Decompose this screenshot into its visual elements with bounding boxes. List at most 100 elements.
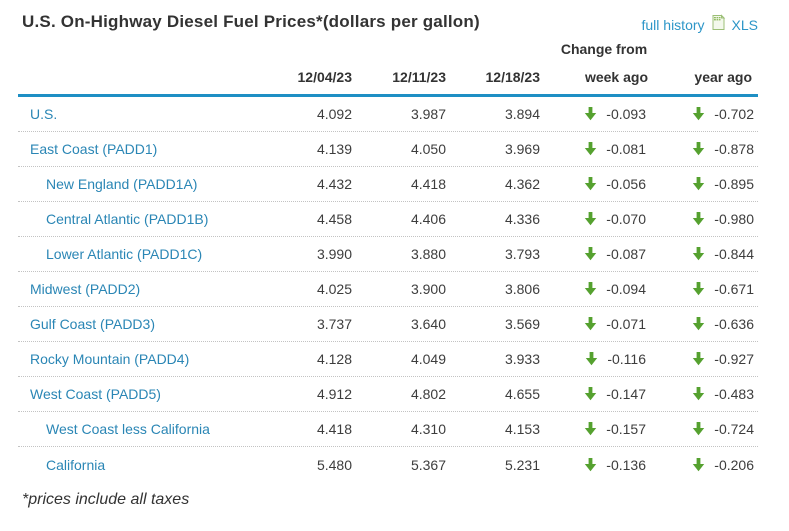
region-label[interactable]: Central Atlantic (PADD1B): [46, 211, 209, 227]
down-arrow-icon: [584, 177, 597, 191]
region-label[interactable]: East Coast (PADD1): [30, 141, 158, 157]
price-value: 3.900: [410, 281, 446, 297]
down-arrow-icon: [692, 457, 705, 472]
down-arrow-icon: [692, 212, 705, 226]
date-column-header: 12/04/23: [297, 69, 353, 85]
price-value: 3.894: [504, 106, 540, 122]
price-value: 5.367: [410, 456, 446, 473]
table-row: California 5.480 5.367 5.231 -0.136 -0.2…: [18, 447, 758, 482]
xls-link[interactable]: XLS: [731, 17, 758, 33]
price-value: 4.153: [504, 421, 540, 437]
region-label[interactable]: New England (PADD1A): [46, 176, 198, 192]
year-change-value: -0.671: [714, 281, 754, 297]
week-change-value: -0.116: [607, 351, 646, 367]
year-change-cell: -0.206: [648, 457, 758, 473]
region-label[interactable]: West Coast less California: [46, 421, 210, 437]
year-change-value: -0.980: [714, 211, 754, 227]
date-column-header: 12/18/23: [485, 69, 541, 85]
column-headers-row: 12/04/23 12/11/23 12/18/23 week ago year…: [18, 57, 758, 97]
year-ago-column-header: year ago: [694, 69, 752, 85]
region-label[interactable]: U.S.: [30, 106, 58, 122]
price-value: 3.933: [504, 351, 540, 367]
price-value: 3.793: [504, 246, 540, 262]
year-change-value: -0.844: [714, 246, 754, 262]
down-arrow-icon: [692, 142, 705, 156]
week-change-cell: -0.071: [540, 316, 648, 332]
year-change-value: -0.702: [714, 106, 754, 122]
price-value: 3.737: [316, 316, 352, 332]
price-value: 4.050: [410, 141, 446, 157]
week-change-value: -0.094: [606, 281, 646, 297]
region-label[interactable]: Rocky Mountain (PADD4): [30, 351, 190, 367]
change-from-header: Change from: [560, 41, 648, 57]
year-change-value: -0.895: [714, 176, 754, 192]
price-value: 5.480: [316, 456, 352, 473]
price-value: 4.912: [316, 386, 352, 402]
down-arrow-icon: [584, 457, 597, 472]
year-change-value: -0.483: [714, 386, 754, 402]
xls-file-icon[interactable]: [711, 14, 726, 36]
price-value: 4.128: [316, 351, 352, 367]
year-change-cell: -0.702: [648, 106, 758, 122]
year-change-cell: -0.671: [648, 281, 758, 297]
region-label[interactable]: Gulf Coast (PADD3): [30, 316, 155, 332]
year-change-cell: -0.483: [648, 386, 758, 402]
table-row: Midwest (PADD2) 4.025 3.900 3.806 -0.094…: [18, 272, 758, 307]
down-arrow-icon: [584, 107, 597, 121]
price-value: 4.432: [316, 176, 352, 192]
week-change-cell: -0.093: [540, 106, 648, 122]
year-change-value: -0.206: [714, 456, 754, 473]
price-value: 4.336: [504, 211, 540, 227]
region-column-header: [18, 69, 268, 85]
week-change-value: -0.093: [606, 106, 646, 122]
down-arrow-icon: [692, 247, 705, 261]
year-change-value: -0.724: [714, 421, 754, 437]
price-value: 4.802: [410, 386, 446, 402]
year-change-cell: -0.895: [648, 176, 758, 192]
down-arrow-icon: [692, 422, 705, 436]
week-change-cell: -0.157: [540, 421, 648, 437]
down-arrow-icon: [585, 352, 598, 366]
down-arrow-icon: [692, 107, 705, 121]
price-value: 3.806: [504, 281, 540, 297]
price-value: 4.418: [316, 421, 352, 437]
price-value: 4.139: [316, 141, 352, 157]
week-change-value: -0.087: [606, 246, 646, 262]
full-history-link[interactable]: full history: [641, 17, 705, 33]
week-change-value: -0.070: [606, 211, 646, 227]
down-arrow-icon: [584, 317, 597, 331]
region-label[interactable]: West Coast (PADD5): [30, 386, 161, 402]
week-change-value: -0.081: [606, 141, 646, 157]
down-arrow-icon: [584, 387, 597, 401]
down-arrow-icon: [692, 352, 705, 366]
price-value: 3.990: [316, 246, 352, 262]
price-value: 5.231: [504, 456, 540, 473]
price-value: 3.569: [504, 316, 540, 332]
price-value: 4.049: [410, 351, 446, 367]
year-change-cell: -0.724: [648, 421, 758, 437]
year-change-value: -0.878: [714, 141, 754, 157]
week-change-value: -0.147: [606, 386, 646, 402]
region-label[interactable]: Midwest (PADD2): [30, 281, 141, 297]
region-label[interactable]: Lower Atlantic (PADD1C): [46, 246, 203, 262]
prices-table: Change from 12/04/23 12/11/23 12/18/23 w…: [18, 36, 758, 482]
table-row: West Coast less California 4.418 4.310 4…: [18, 412, 758, 447]
week-change-cell: -0.147: [540, 386, 648, 402]
table-row: Gulf Coast (PADD3) 3.737 3.640 3.569 -0.…: [18, 307, 758, 342]
price-value: 4.655: [504, 386, 540, 402]
price-value: 4.092: [316, 106, 352, 122]
week-change-cell: -0.056: [540, 176, 648, 192]
table-row: U.S. 4.092 3.987 3.894 -0.093 -0.702: [18, 97, 758, 132]
table-row: New England (PADD1A) 4.432 4.418 4.362 -…: [18, 167, 758, 202]
week-change-cell: -0.136: [540, 457, 648, 473]
region-label[interactable]: California: [46, 456, 106, 473]
price-value: 4.458: [316, 211, 352, 227]
year-change-value: -0.927: [714, 351, 754, 367]
down-arrow-icon: [584, 282, 597, 296]
year-change-cell: -0.844: [648, 246, 758, 262]
table-row: West Coast (PADD5) 4.912 4.802 4.655 -0.…: [18, 377, 758, 412]
page-title: U.S. On-Highway Diesel Fuel Prices*(doll…: [22, 12, 480, 31]
header-bar: U.S. On-Highway Diesel Fuel Prices*(doll…: [0, 0, 789, 36]
price-value: 4.406: [410, 211, 446, 227]
year-change-value: -0.636: [714, 316, 754, 332]
